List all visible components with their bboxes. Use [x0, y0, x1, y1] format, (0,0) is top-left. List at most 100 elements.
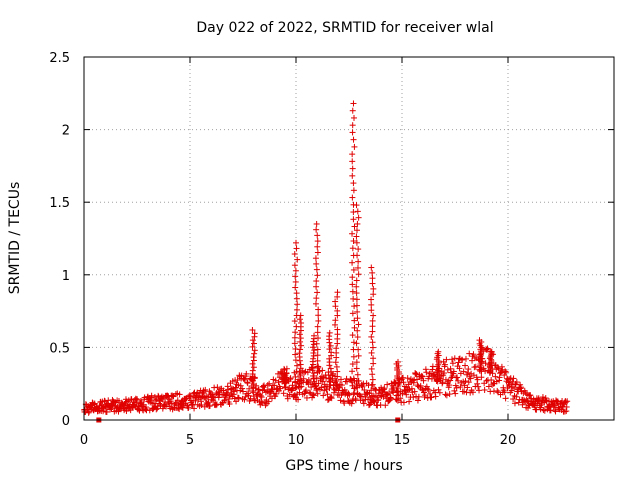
data-point: [292, 385, 299, 392]
data-point: [293, 295, 300, 302]
data-point: [351, 389, 358, 396]
data-point: [251, 330, 258, 337]
data-point: [523, 396, 530, 403]
data-point: [350, 180, 357, 187]
data-point: [250, 381, 257, 388]
data-point: [268, 385, 275, 392]
data-point: [324, 391, 331, 398]
data-point: [313, 340, 320, 347]
data-point: [278, 369, 285, 376]
y-tick-label: 1.5: [49, 196, 70, 211]
data-point: [400, 399, 407, 406]
x-tick-label: 20: [500, 433, 517, 448]
data-point: [354, 220, 361, 227]
data-point: [349, 361, 356, 368]
data-point: [277, 385, 284, 392]
data-point: [411, 388, 418, 395]
data-point: [349, 172, 356, 179]
data-point: [349, 310, 356, 317]
data-point: [424, 385, 431, 392]
data-point: [349, 151, 356, 158]
data-point: [315, 317, 322, 324]
data-point: [350, 100, 357, 107]
data-point: [349, 368, 356, 375]
data-point: [291, 340, 298, 347]
data-point: [349, 122, 356, 129]
data-point: [439, 379, 446, 386]
data-point: [239, 385, 246, 392]
data-point: [432, 393, 439, 400]
data-point: [246, 385, 253, 392]
data-point: [215, 394, 222, 401]
data-point: [297, 346, 304, 353]
data-point: [373, 394, 380, 401]
data-point: [474, 376, 481, 383]
data-point: [310, 350, 317, 357]
data-point: [371, 399, 378, 406]
data-point: [468, 370, 475, 377]
data-point: [344, 378, 351, 385]
data-point: [470, 351, 477, 358]
data-point: [351, 317, 358, 324]
data-point: [447, 377, 454, 384]
data-point: [353, 239, 360, 246]
data-point: [469, 389, 476, 396]
data-point: [350, 266, 357, 273]
data-point: [522, 389, 529, 396]
data-point: [291, 262, 298, 269]
data-point: [441, 370, 448, 377]
data-point: [561, 408, 568, 415]
data-point: [513, 379, 520, 386]
data-point: [353, 233, 360, 240]
data-point: [369, 339, 376, 346]
data-point: [314, 369, 321, 376]
data-point: [154, 403, 161, 410]
data-point: [417, 382, 424, 389]
data-point: [314, 352, 321, 359]
data-point: [314, 357, 321, 364]
plot-frame: [83, 56, 615, 421]
data-point: [450, 368, 457, 375]
data-point: [451, 387, 458, 394]
data-point: [315, 363, 322, 370]
data-point: [451, 355, 458, 362]
data-point: [311, 332, 318, 339]
data-point: [369, 344, 376, 351]
data-point: [369, 376, 376, 383]
data-point: [355, 258, 362, 265]
data-point: [314, 232, 321, 239]
data-point: [368, 387, 375, 394]
data-point: [368, 365, 375, 372]
data-point: [349, 259, 356, 266]
data-point: [115, 408, 122, 415]
data-point: [337, 397, 344, 404]
data-point: [293, 368, 300, 375]
data-point: [296, 316, 303, 323]
data-point: [283, 370, 290, 377]
data-point: [257, 392, 264, 399]
data-point: [250, 354, 257, 361]
data-point: [292, 273, 299, 280]
data-point: [296, 369, 303, 376]
data-point: [249, 360, 256, 367]
data-point: [333, 377, 340, 384]
data-point: [462, 378, 469, 385]
data-point: [354, 384, 361, 391]
data-point: [368, 301, 375, 308]
data-point: [354, 264, 361, 271]
data-point: [266, 380, 273, 387]
data-point: [444, 366, 451, 373]
y-tick-label: 0.5: [49, 341, 70, 356]
data-point: [314, 289, 321, 296]
data-point: [354, 327, 361, 334]
data-point: [286, 391, 293, 398]
data-point: [349, 332, 356, 339]
data-point: [159, 395, 166, 402]
data-point: [311, 347, 318, 354]
y-tick-label: 2: [62, 124, 70, 139]
data-point: [369, 269, 376, 276]
data-point: [478, 374, 485, 381]
data-point: [328, 395, 335, 402]
data-point: [541, 407, 548, 414]
data-point: [511, 400, 518, 407]
